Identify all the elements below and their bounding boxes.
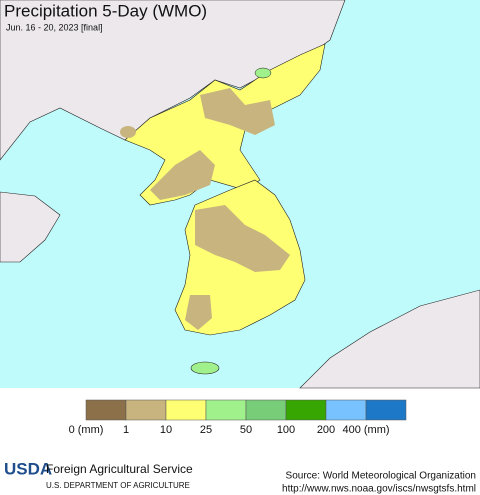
north-korea xyxy=(124,43,326,206)
legend-label: 1 xyxy=(123,424,129,436)
legend-swatch xyxy=(165,399,207,421)
jeju-island xyxy=(190,361,220,375)
legend-label: 0 (mm) xyxy=(69,424,104,436)
japan-land xyxy=(299,289,480,389)
legend-label: 50 xyxy=(240,424,252,436)
source: Source: World Meteorological Organizatio… xyxy=(286,471,476,482)
legend-label: 10 xyxy=(160,424,172,436)
subtitle: Jun. 16 - 20, 2023 [final] xyxy=(6,22,103,32)
logo: USDA xyxy=(4,459,52,478)
legend-label: 200 xyxy=(317,424,335,436)
dry-area xyxy=(150,150,215,200)
legend-swatch xyxy=(365,399,407,421)
footer-band xyxy=(0,452,480,495)
dry-area xyxy=(120,126,136,138)
source-url: http://www.nws.noaa.gov/iscs/nwsgtsfs.ht… xyxy=(282,484,476,495)
legend-swatch xyxy=(285,399,327,421)
legend-swatch xyxy=(85,399,127,421)
dry-area xyxy=(185,295,212,330)
title: Precipitation 5-Day (WMO) xyxy=(4,1,207,20)
wet-area xyxy=(254,67,272,79)
legend-swatch xyxy=(325,399,367,421)
dry-area xyxy=(200,88,275,135)
legend-label: 100 xyxy=(277,424,295,436)
legend-label: 25 xyxy=(200,424,212,436)
dry-area xyxy=(195,205,290,272)
map xyxy=(0,0,480,389)
legend-swatch xyxy=(125,399,167,421)
legend-swatch xyxy=(245,399,287,421)
agency: Foreign Agricultural Service xyxy=(46,462,193,476)
shandong-land xyxy=(0,191,61,263)
legend: 0 (mm) 1 10 25 50 100 200 400 (mm) xyxy=(69,399,407,436)
legend-label: 400 (mm) xyxy=(342,424,389,436)
department: U.S. DEPARTMENT OF AGRICULTURE xyxy=(46,481,190,490)
legend-swatch xyxy=(205,399,247,421)
